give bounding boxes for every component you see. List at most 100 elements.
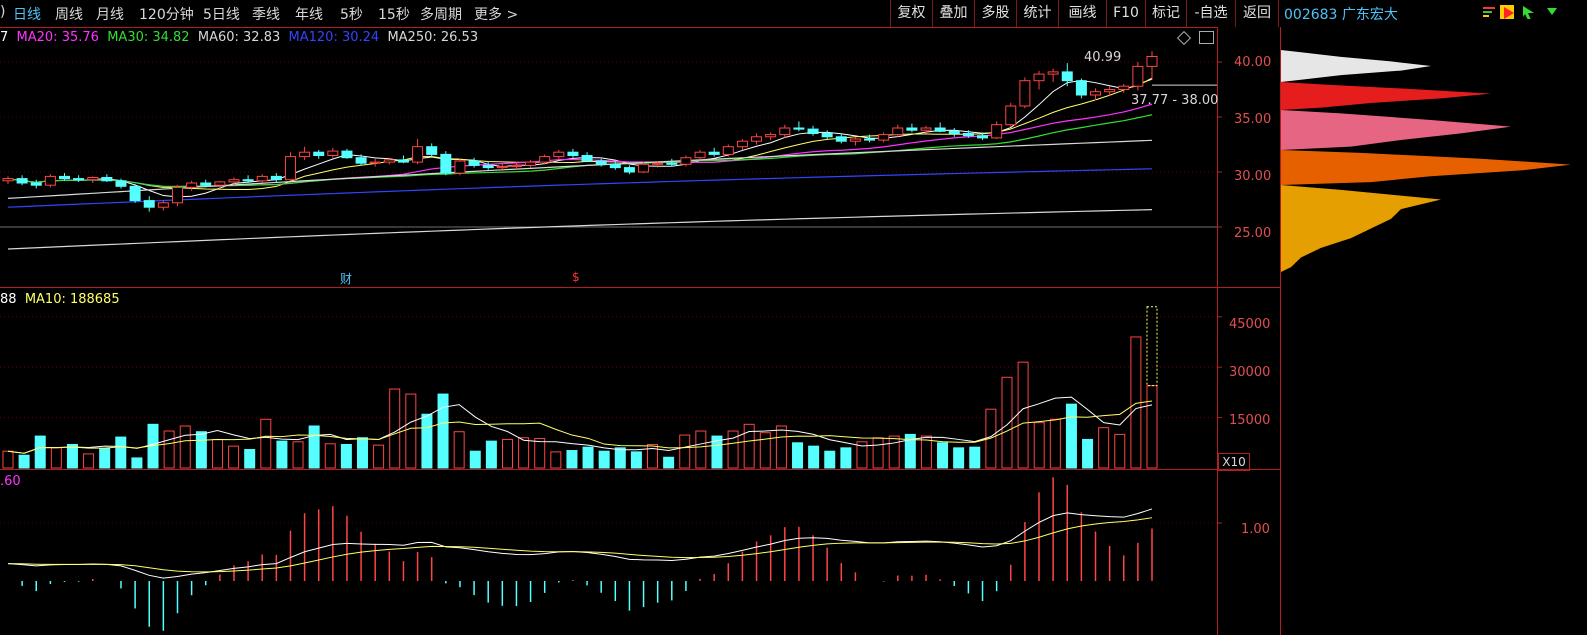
volume-bar <box>743 423 755 469</box>
price-range-label: 37.77 - 38.00 <box>1131 93 1219 108</box>
volume-bar <box>1033 422 1045 469</box>
volume-bar <box>872 437 884 469</box>
candle-body <box>1019 80 1031 107</box>
candle-body <box>807 128 819 135</box>
candle-body <box>906 127 918 131</box>
candle-body <box>821 133 833 138</box>
candle-body <box>143 200 155 208</box>
candle-body <box>567 151 579 156</box>
volume-bar <box>953 447 965 469</box>
multi-stock-button[interactable]: 多股 <box>974 0 1016 27</box>
chip-distribution-band <box>1281 82 1491 110</box>
candle-body <box>878 134 890 141</box>
candle-body <box>1104 89 1116 93</box>
volume-bar <box>808 445 820 469</box>
price-axis-label: 25.00 <box>1234 226 1272 241</box>
window-toggle-icon[interactable] <box>1199 31 1214 44</box>
volume-bar <box>356 437 368 469</box>
overlay-button[interactable]: 叠加 <box>932 0 974 27</box>
volume-bar <box>179 425 191 469</box>
candle-body <box>242 179 254 182</box>
candle-body <box>694 151 706 159</box>
period-day[interactable]: 日线 <box>13 7 41 23</box>
candle-body <box>1118 85 1130 90</box>
mark-button[interactable]: 标记 <box>1145 0 1186 27</box>
candle-body <box>1061 71 1073 82</box>
volume-multiplier[interactable]: X10 <box>1218 453 1250 471</box>
chip-distribution-band <box>1281 110 1511 150</box>
volume-bar <box>792 442 804 469</box>
period-week[interactable]: 周线 <box>55 7 83 23</box>
dropdown-arrow-icon[interactable] <box>1546 7 1560 21</box>
candle-body <box>708 151 720 155</box>
period-15sec[interactable]: 15秒 <box>378 7 410 23</box>
candle-body <box>991 124 1003 139</box>
candle-body <box>2 178 14 182</box>
candle-body <box>609 163 621 169</box>
volume-bar <box>1114 433 1126 469</box>
statistics-button[interactable]: 统计 <box>1016 0 1058 27</box>
back-button[interactable]: 返回 <box>1235 0 1279 27</box>
period-5sec[interactable]: 5秒 <box>340 7 363 23</box>
period-more[interactable]: 更多 > <box>474 7 519 23</box>
period-multi[interactable]: 多周期 <box>420 7 462 23</box>
volume-bar <box>647 443 659 469</box>
candle-body <box>948 130 960 135</box>
candle-body <box>510 164 522 167</box>
dividend-event-marker[interactable]: $ <box>572 270 580 284</box>
candle-body <box>666 162 678 165</box>
candle-body <box>73 178 85 181</box>
volume-bar <box>1082 438 1094 469</box>
candle-body <box>962 133 974 137</box>
candle-body <box>835 136 847 142</box>
volume-bar <box>663 456 675 469</box>
flag-icon[interactable] <box>1500 5 1514 19</box>
volume-bar <box>501 438 513 469</box>
ma10-line <box>7 78 1153 190</box>
f10-button[interactable]: F10 <box>1106 0 1145 27</box>
price-legend: 7 MA20: 35.76 MA30: 34.82 MA60: 32.83 MA… <box>0 30 478 45</box>
period-quarter[interactable]: 季线 <box>252 7 280 23</box>
candle-body <box>751 136 763 142</box>
volume-bar <box>824 450 836 469</box>
candle-body <box>355 157 367 164</box>
volume-bar <box>99 448 111 469</box>
green-arrow-icon[interactable] <box>1521 5 1535 19</box>
volume-bar <box>759 432 771 469</box>
period-month[interactable]: 月线 <box>96 7 124 23</box>
period-year[interactable]: 年线 <box>295 7 323 23</box>
add-watchlist-button[interactable]: -自选 <box>1186 0 1235 27</box>
volume-bar <box>453 431 465 469</box>
candle-body <box>284 156 296 181</box>
candle-body <box>1146 56 1158 67</box>
candle-body <box>426 146 438 155</box>
earnings-event-marker[interactable]: 财 <box>340 272 353 286</box>
candle-body <box>1047 71 1059 75</box>
volume-bar <box>18 454 30 469</box>
candle-body <box>412 146 424 163</box>
candle-body <box>341 150 353 159</box>
candle-body <box>638 163 650 173</box>
period-5day[interactable]: 5日线 <box>203 7 240 23</box>
candle-body <box>934 127 946 132</box>
draw-line-button[interactable]: 画线 <box>1058 0 1106 27</box>
volume-bar <box>405 393 417 469</box>
legend-ma-partial: 7 <box>0 30 9 45</box>
volume-bar <box>195 431 207 469</box>
period-prev-marker: ) <box>0 4 6 20</box>
restore-rights-button[interactable]: 复权 <box>890 0 932 27</box>
candle-body <box>101 177 113 182</box>
candle-body <box>87 177 99 181</box>
price-axis-label: 30.00 <box>1234 169 1272 184</box>
volume-bar <box>485 440 497 469</box>
volume-bar <box>292 441 304 469</box>
period-120min[interactable]: 120分钟 <box>139 7 194 23</box>
candle-body <box>1033 73 1045 82</box>
candle-body <box>454 160 466 174</box>
candle-body <box>157 202 169 208</box>
candle-body <box>864 138 876 141</box>
stock-title: 002683 广东宏大 <box>1284 7 1398 23</box>
chart-bars-icon[interactable] <box>1482 5 1496 19</box>
candle-body <box>171 186 183 204</box>
